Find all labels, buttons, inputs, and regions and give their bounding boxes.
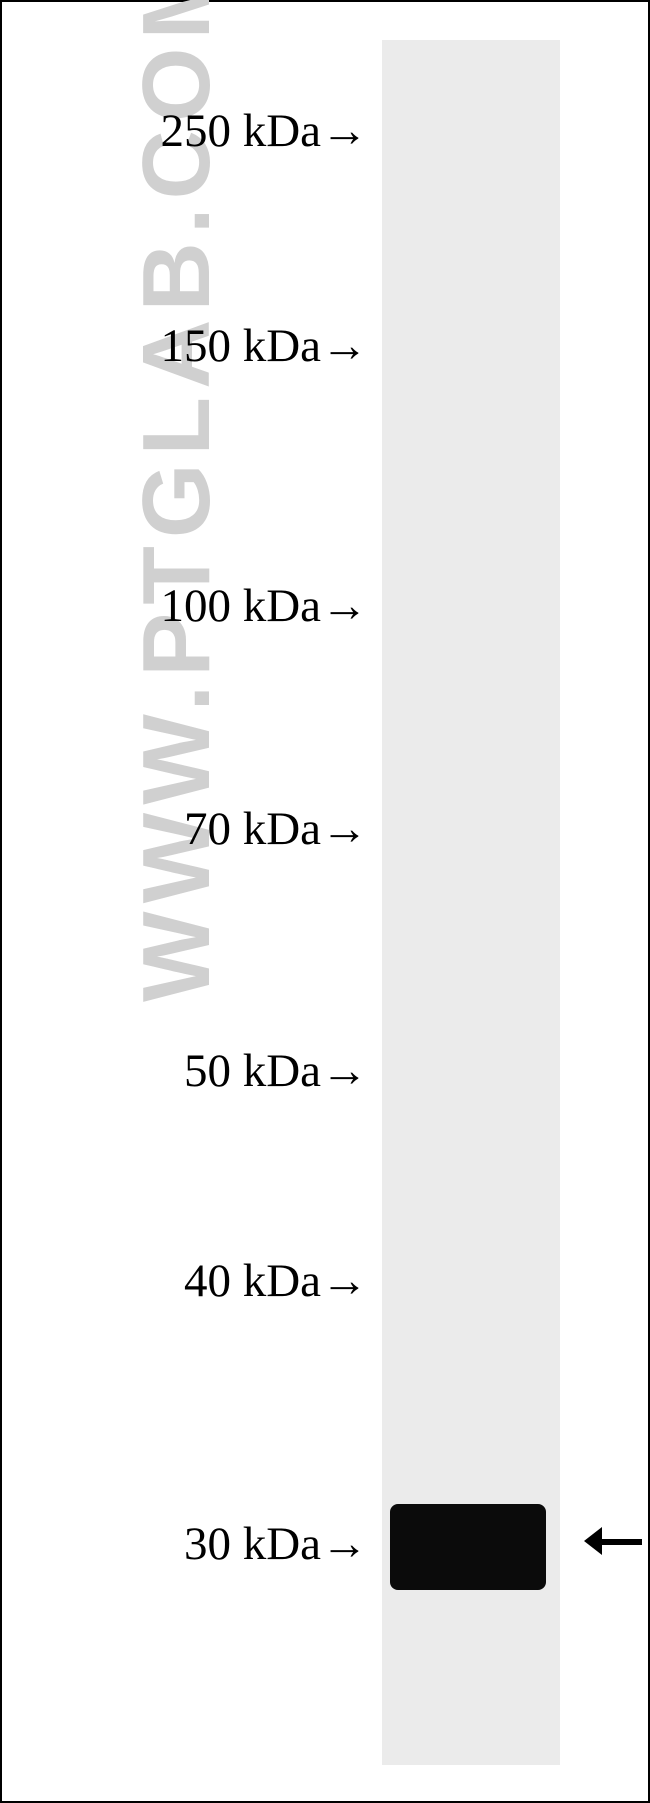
mw-marker-label: 150 kDa→ bbox=[160, 319, 368, 373]
mw-marker-label: 70 kDa→ bbox=[184, 802, 368, 856]
blot-container: WWW.PTGLAB.COM 250 kDa→150 kDa→100 kDa→7… bbox=[0, 0, 650, 1803]
mw-marker-label: 100 kDa→ bbox=[160, 579, 368, 633]
mw-marker-label: 250 kDa→ bbox=[160, 104, 368, 158]
mw-marker-label: 30 kDa→ bbox=[184, 1517, 368, 1571]
mw-marker-label: 50 kDa→ bbox=[184, 1044, 368, 1098]
protein-band bbox=[390, 1504, 546, 1590]
mw-marker-label: 40 kDa→ bbox=[184, 1254, 368, 1308]
